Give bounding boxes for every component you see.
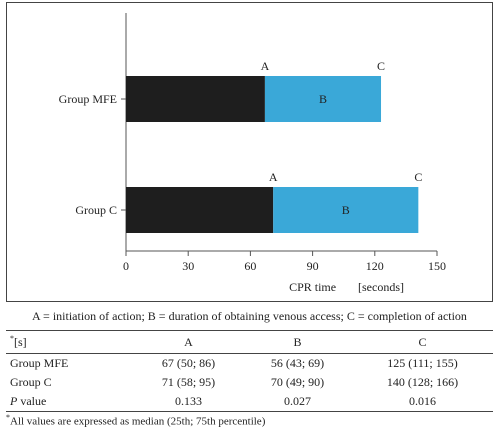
segment-label-c: C (414, 170, 422, 184)
p-italic: P (10, 394, 18, 408)
row-label: Group MFE (10, 356, 69, 370)
table-header-col-a: A (184, 334, 193, 349)
table-row-p-value: P value 0.133 0.027 0.016 (6, 392, 493, 412)
segment-label-c: C (377, 59, 385, 73)
table-cell: 125 (111; 155) (387, 356, 458, 370)
x-axis-unit: [seconds] (358, 280, 404, 294)
y-tick-label: Group MFE (59, 92, 117, 106)
table-header-col-c: C (418, 334, 427, 349)
segment-label-a: A (269, 170, 278, 184)
table-row-group-mfe: Group MFE 67 (50; 86) 56 (43; 69) 125 (1… (6, 354, 493, 374)
table-cell: 56 (43; 69) (270, 356, 325, 370)
table-header-col-b: B (293, 334, 302, 349)
row-label: P value (6, 392, 134, 412)
results-table: *[s] A B C Group MFE 67 (50; 86) 56 (43;… (6, 330, 493, 412)
table-cell: 0.133 (175, 394, 202, 408)
table-header-sup: * (10, 334, 14, 343)
results-table-wrap: *[s] A B C Group MFE 67 (50; 86) 56 (43;… (6, 330, 493, 412)
table-cell: 71 (58; 95) (161, 375, 216, 389)
footnote-sup: * (6, 413, 10, 422)
table-header-row: *[s] A B C (6, 330, 493, 354)
segment-label-a: A (261, 59, 270, 73)
stacked-bar-chart: Group MFE Group C 0 30 60 90 120 150 CPR time [se… (59, 13, 446, 294)
x-tick-label: 120 (366, 259, 384, 273)
footnote-text: All values are expressed as median (25th… (10, 415, 266, 428)
table-cell: 70 (49; 90) (270, 375, 325, 389)
x-tick-label: 0 (123, 259, 129, 273)
segment-label-b: B (342, 203, 350, 217)
table-row-group-c: Group C 71 (58; 95) 70 (49; 90) 140 (128… (6, 373, 493, 392)
bar-segment-b (273, 187, 419, 233)
y-tick-label: Group C (75, 203, 117, 217)
table-header-unit-text: [s] (14, 335, 27, 349)
table-cell: 0.016 (409, 394, 436, 408)
x-tick-label: 90 (307, 259, 319, 273)
x-tick-label: 150 (428, 259, 446, 273)
table-header-unit: *[s] (6, 331, 134, 354)
table-cell: 140 (128; 166) (386, 375, 459, 389)
x-tick-label: 60 (244, 259, 256, 273)
table-footnote: *All values are expressed as median (25t… (6, 413, 265, 428)
p-label-tail: value (17, 394, 47, 408)
segment-label-b: B (319, 92, 327, 106)
table-cell: 67 (50; 86) (161, 356, 216, 370)
legend-note: A = initiation of action; B = duration o… (32, 309, 467, 323)
x-axis-label: CPR time (289, 280, 336, 294)
bar-segment-b (264, 76, 382, 122)
bar-segment-a (126, 187, 274, 233)
bar-segment-a (126, 76, 265, 122)
x-tick-label: 30 (182, 259, 194, 273)
row-label: Group C (10, 375, 52, 389)
table-cell: 0.027 (284, 394, 311, 408)
chart-frame: Group MFE Group C 0 30 60 90 120 150 CPR time [se… (6, 2, 493, 302)
